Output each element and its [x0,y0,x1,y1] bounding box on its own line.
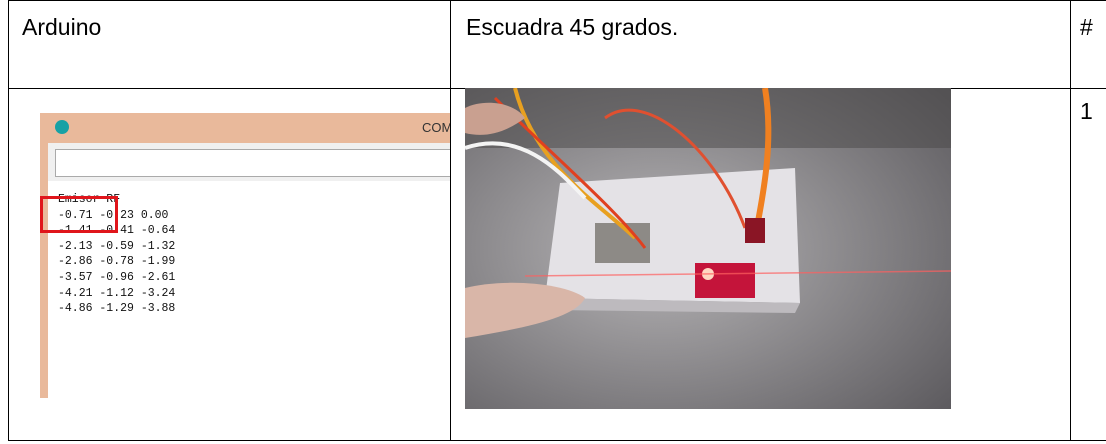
window-frame [40,143,48,398]
hand [465,102,525,135]
photo [465,88,951,409]
hand [465,282,585,338]
wire [465,141,587,200]
monitor-line: -4.86 -1.29 -3.88 [58,302,176,316]
monitor-line: -2.13 -0.59 -1.32 [58,239,176,253]
monitor-line: -4.21 -1.12 -3.24 [58,286,176,300]
monitor-line: -3.57 -0.96 -2.61 [58,271,176,284]
table-border [8,0,1106,1]
photo-shadow [465,88,951,148]
col-border [450,0,451,441]
title-bar [40,113,450,143]
laser-module [695,263,755,298]
col-border [8,0,9,441]
app-icon [55,120,69,134]
serial-monitor: COM [40,113,450,398]
table-border [8,440,1106,441]
row-number: 1 [1080,98,1093,124]
connector [745,218,765,243]
laser-beam [524,270,951,277]
header-cell: Arduino [22,14,102,40]
breadboard-edge [545,298,800,313]
window-title: COM [422,120,450,135]
wire [604,108,747,229]
input-box [55,149,450,177]
col-border [1070,0,1071,441]
monitor-line: -0.71 -0.23 0.00 [58,208,169,222]
header-cell: Escuadra 45 grados. [466,14,679,40]
monitor-line: -2.86 -0.78 -1.99 [58,255,176,269]
highlight-box [40,196,118,233]
header-cell: # [1080,14,1093,40]
